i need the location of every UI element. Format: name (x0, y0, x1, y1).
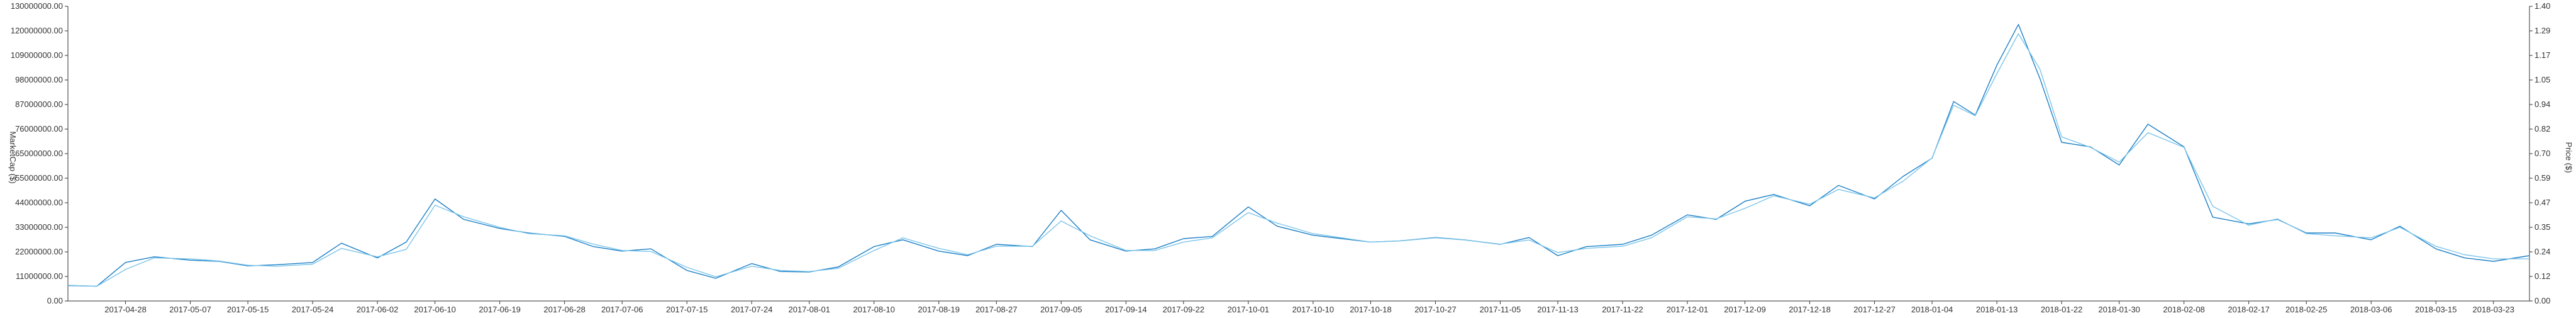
x-tick-label: 2017-07-24 (731, 305, 773, 314)
x-tick-label: 2017-11-05 (1480, 305, 1521, 314)
y-right-tick-label: 0.47 (2534, 198, 2550, 207)
x-tick-label: 2017-06-02 (357, 305, 399, 314)
y-left-tick-label: 44000000.00 (15, 198, 63, 207)
y-axis-left-title: MarketCap ($) (8, 131, 18, 183)
x-tick-label: 2018-01-04 (1911, 305, 1953, 314)
y-left-tick-label: 120000000.00 (11, 26, 63, 35)
y-right-tick-label: 1.40 (2534, 1, 2550, 11)
y-right-tick-label: 1.29 (2534, 26, 2550, 35)
y-right-tick-label: 0.12 (2534, 271, 2550, 281)
x-tick-label: 2017-12-27 (1853, 305, 1896, 314)
y-left-tick-label: 22000000.00 (15, 247, 63, 256)
marketcap-line (67, 24, 2530, 287)
y-left-tick-label: 0.00 (47, 296, 63, 305)
y-right-tick-label: 0.00 (2534, 296, 2550, 305)
x-tick-label: 2017-08-19 (918, 305, 960, 314)
y-left-tick-label: 33000000.00 (15, 222, 63, 232)
x-tick-label: 2017-09-22 (1163, 305, 1205, 314)
x-tick-label: 2018-02-17 (2228, 305, 2270, 314)
y-left-tick-label: 98000000.00 (15, 75, 63, 84)
x-tick-label: 2017-10-10 (1292, 305, 1335, 314)
x-tick-label: 2017-05-15 (227, 305, 269, 314)
x-tick-label: 2017-08-10 (853, 305, 896, 314)
y-right-tick-label: 0.82 (2534, 124, 2550, 133)
x-tick-label: 2017-05-24 (292, 305, 334, 314)
y-right-tick-label: 0.70 (2534, 149, 2550, 158)
x-tick-label: 2017-11-13 (1537, 305, 1579, 314)
y-right-tick-label: 0.94 (2534, 99, 2550, 109)
x-tick-label: 2017-04-28 (104, 305, 147, 314)
x-tick-label: 2018-03-23 (2473, 305, 2515, 314)
y-right-tick-label: 1.17 (2534, 50, 2550, 60)
x-tick-label: 2017-12-09 (1724, 305, 1766, 314)
y-left-tick-label: 65000000.00 (15, 149, 63, 158)
x-tick-label: 2018-01-30 (2098, 305, 2140, 314)
x-tick-label: 2017-06-28 (543, 305, 586, 314)
y-left-tick-label: 11000000.00 (16, 271, 63, 281)
x-tick-label: 2017-12-01 (1667, 305, 1709, 314)
x-tick-label: 2017-06-10 (414, 305, 456, 314)
x-tick-label: 2017-10-18 (1350, 305, 1392, 314)
y-left-tick-label: 130000000.00 (11, 1, 63, 11)
price-line (67, 33, 2529, 287)
x-tick-label: 2017-06-19 (479, 305, 521, 314)
x-tick-label: 2018-03-06 (2350, 305, 2392, 314)
y-right-tick-label: 1.05 (2534, 75, 2550, 84)
x-tick-label: 2017-12-18 (1789, 305, 1831, 314)
x-tick-label: 2018-02-25 (2285, 305, 2328, 314)
y-left-tick-label: 87000000.00 (15, 99, 63, 109)
x-tick-label: 2018-01-13 (1976, 305, 2018, 314)
x-tick-label: 2017-09-05 (1040, 305, 1082, 314)
y-axis-right-title: Price ($) (2564, 142, 2573, 173)
y-left-tick-label: 109000000.00 (11, 50, 63, 60)
x-tick-label: 2017-07-15 (666, 305, 708, 314)
x-tick-label: 2017-10-27 (1414, 305, 1457, 314)
y-right-tick-label: 0.35 (2534, 222, 2550, 232)
y-left-tick-label: 55000000.00 (15, 173, 63, 183)
x-tick-label: 2017-08-01 (789, 305, 831, 314)
x-tick-label: 2018-02-08 (2163, 305, 2205, 314)
x-tick-label: 2018-03-15 (2415, 305, 2457, 314)
x-tick-label: 2017-05-07 (169, 305, 211, 314)
x-tick-label: 2018-01-22 (2041, 305, 2083, 314)
y-left-tick-label: 76000000.00 (15, 124, 63, 133)
x-tick-label: 2017-10-01 (1228, 305, 1270, 314)
x-tick-label: 2017-11-22 (1602, 305, 1643, 314)
y-right-tick-label: 0.59 (2534, 173, 2550, 183)
x-tick-label: 2017-09-14 (1105, 305, 1147, 314)
y-right-tick-label: 0.24 (2534, 247, 2550, 256)
x-tick-label: 2017-08-27 (975, 305, 1018, 314)
x-tick-label: 2017-07-06 (601, 305, 643, 314)
